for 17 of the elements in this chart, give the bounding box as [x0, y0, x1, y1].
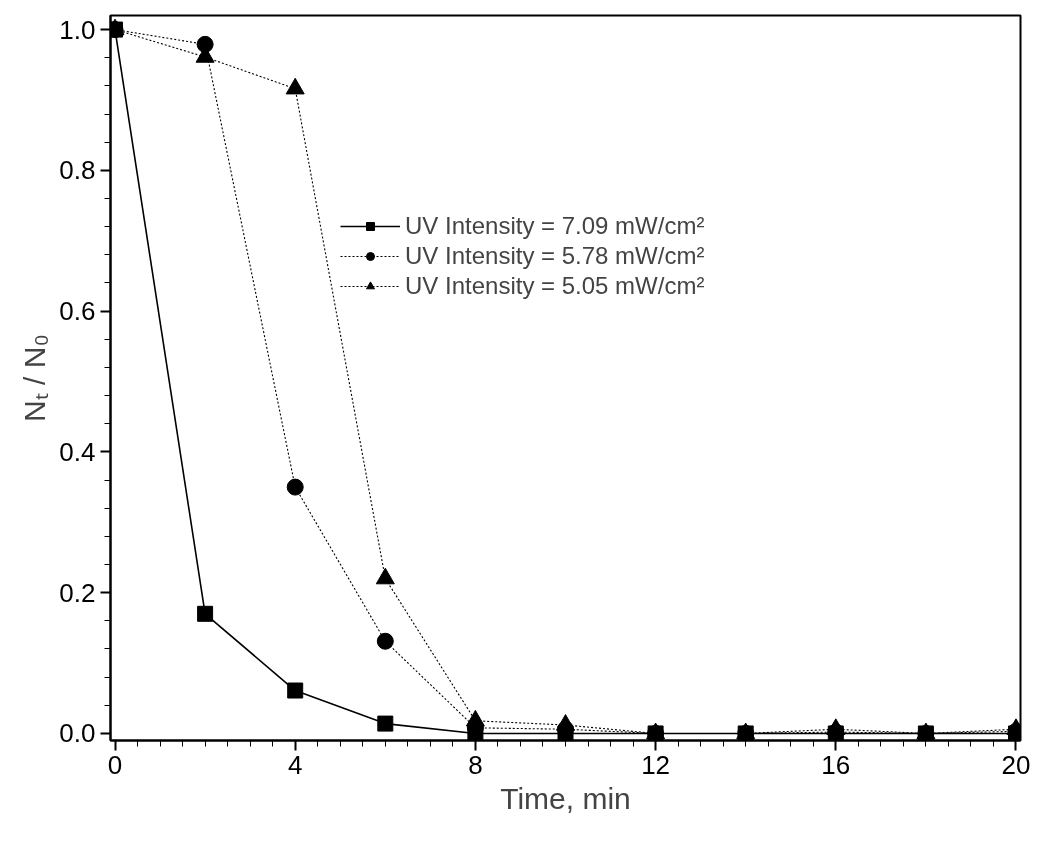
y-tick-label: 0.0: [59, 718, 96, 749]
y-tick-label: 1.0: [59, 14, 96, 45]
legend-label: UV Intensity = 5.78 mW/cm²: [405, 242, 705, 270]
y-tick-label: 0.2: [59, 577, 96, 608]
y-tick-label: 0.8: [59, 155, 96, 186]
x-tick-label: 4: [287, 749, 303, 780]
x-tick-label: 20: [1001, 749, 1031, 780]
x-tick-label: 12: [641, 749, 671, 780]
x-tick-label: 16: [821, 749, 851, 780]
legend-label: UV Intensity = 5.05 mW/cm²: [405, 272, 705, 300]
x-axis-title: Time, min: [500, 781, 631, 815]
x-tick-label: 8: [468, 749, 483, 780]
y-tick-label: 0.6: [59, 296, 96, 327]
y-axis-title: Nₜ / N₀: [18, 334, 52, 422]
y-tick-label: 0.4: [59, 436, 96, 467]
legend-label: UV Intensity = 7.09 mW/cm²: [405, 212, 705, 240]
x-tick-label: 0: [107, 749, 123, 780]
